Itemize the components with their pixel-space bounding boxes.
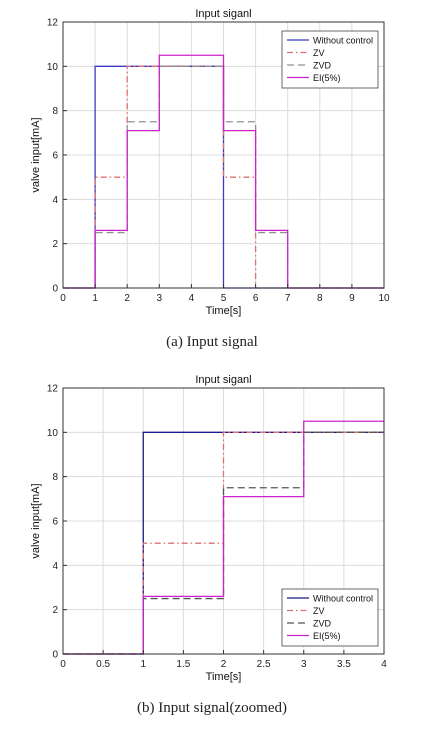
x-tick-label: 7 xyxy=(285,293,291,304)
legend-label-0: Without control xyxy=(313,36,373,46)
series-line-3 xyxy=(63,54,384,289)
legend-label-3: EI(5%) xyxy=(313,631,341,641)
x-tick-label: 0 xyxy=(60,293,66,304)
y-tick-label: 0 xyxy=(52,284,58,295)
y-tick-label: 10 xyxy=(47,62,59,73)
y-tick-label: 2 xyxy=(52,239,58,250)
chart-title: Input siganl xyxy=(195,8,251,20)
x-axis-label: Time[s] xyxy=(206,671,242,683)
series-line-3 xyxy=(63,420,384,655)
x-tick-label: 1 xyxy=(92,293,98,304)
caption-b: (b) Input signal(zoomed) xyxy=(137,700,287,716)
x-tick-label: 3.5 xyxy=(337,659,351,670)
y-tick-label: 4 xyxy=(52,561,58,572)
legend-label-3: EI(5%) xyxy=(313,73,341,83)
y-tick-label: 6 xyxy=(52,151,58,162)
x-tick-label: 8 xyxy=(317,293,323,304)
y-tick-label: 8 xyxy=(52,472,58,483)
x-tick-label: 5 xyxy=(221,293,227,304)
legend-label-2: ZVD xyxy=(313,619,332,629)
x-axis-label: Time[s] xyxy=(206,305,242,317)
x-tick-label: 10 xyxy=(378,293,390,304)
x-tick-label: 4 xyxy=(381,659,387,670)
legend-label-2: ZVD xyxy=(313,61,332,71)
x-tick-label: 3 xyxy=(157,293,163,304)
y-tick-label: 2 xyxy=(52,605,58,616)
legend-label-0: Without control xyxy=(313,594,373,604)
y-tick-label: 10 xyxy=(47,428,59,439)
legend-label-1: ZV xyxy=(313,48,325,58)
x-tick-label: 0 xyxy=(60,659,66,670)
x-tick-label: 2 xyxy=(221,659,227,670)
y-tick-label: 12 xyxy=(47,18,59,29)
x-tick-label: 2.5 xyxy=(257,659,271,670)
x-tick-label: 9 xyxy=(349,293,355,304)
legend-label-1: ZV xyxy=(313,606,325,616)
y-axis-label: valve input[mA] xyxy=(30,483,42,558)
x-tick-label: 1 xyxy=(140,659,146,670)
series-line-2 xyxy=(63,65,384,289)
y-tick-label: 12 xyxy=(47,384,59,395)
chart-input-signal-zoomed: 0 0.5 1 1.5 2 2.5 3 3.5 4 0 2 4 6 8 10 12 Input siganl Ti… xyxy=(30,374,387,683)
y-axis-label: valve input[mA] xyxy=(30,117,42,192)
y-tick-label: 8 xyxy=(52,106,58,117)
y-tick-label: 4 xyxy=(52,195,58,206)
x-tick-label: 0.5 xyxy=(96,659,110,670)
chart-title: Input siganl xyxy=(195,374,251,386)
y-tick-label: 0 xyxy=(52,650,58,661)
y-tick-label: 6 xyxy=(52,517,58,528)
x-tick-label: 3 xyxy=(301,659,307,670)
x-tick-label: 4 xyxy=(189,293,195,304)
x-tick-label: 6 xyxy=(253,293,259,304)
series-line-1 xyxy=(63,431,384,655)
caption-a: (a) Input signal xyxy=(166,334,258,350)
x-tick-label: 2 xyxy=(124,293,130,304)
x-tick-label: 1.5 xyxy=(176,659,190,670)
